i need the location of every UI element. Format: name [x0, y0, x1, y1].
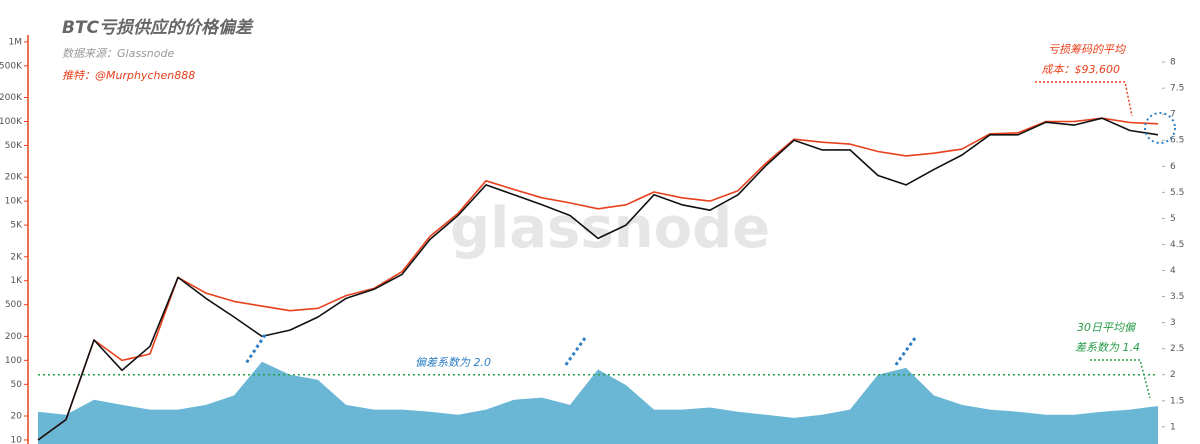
arrows [243, 334, 917, 367]
y-tick-label: 50K [5, 141, 23, 151]
y2-tick-label: 5.5 [1170, 188, 1184, 198]
watermark: glassnode [450, 196, 770, 261]
annotation: 偏差系数为 2.0 [415, 356, 491, 369]
y2-tick-label: 7 [1170, 110, 1176, 120]
annotation: 成本：$93,600 [1042, 63, 1121, 76]
y2-tick-label: 6.5 [1170, 136, 1184, 146]
annotation: 30日平均偏 [1077, 321, 1137, 334]
area [38, 361, 1158, 444]
annotation: 差系数为 1.4 [1075, 341, 1140, 354]
y-tick-label: 5K [10, 221, 23, 231]
y-tick-label: 500 [5, 300, 22, 310]
highlight-circle [1144, 112, 1176, 144]
y2-tick-label: 5 [1170, 214, 1176, 224]
y-tick-label: 500K [0, 61, 23, 71]
y-tick-label: 20K [5, 173, 23, 183]
line [37, 117, 1159, 441]
chart-title: BTC亏损供应的价格偏差 [62, 18, 254, 38]
y2-tick-label: 2 [1170, 370, 1176, 380]
y2-tick-label: 3 [1170, 318, 1176, 328]
annotation: 亏损筹码的平均 [1048, 43, 1127, 56]
y-tick-label: 10K [5, 197, 23, 207]
y-tick-label: 1M [9, 37, 23, 47]
y-tick-label: 50 [11, 380, 23, 390]
y-tick-label: 2K [10, 252, 23, 262]
y-tick-label: 1K [10, 276, 23, 286]
line [37, 117, 1159, 441]
y2-tick-label: 2.5 [1170, 344, 1184, 354]
y2-tick-label: 6 [1170, 162, 1176, 172]
y2-tick-label: 1 [1170, 422, 1176, 432]
y-tick-label: 100K [0, 117, 23, 127]
y-tick-label: 200 [5, 332, 22, 342]
y2-tick-label: 7.5 [1170, 84, 1184, 94]
y2-tick-label: 4.5 [1170, 240, 1184, 250]
y-tick-label: 10 [11, 435, 23, 444]
annotation-arrow [1090, 359, 1151, 399]
plot: 10 20 50 100 200 500 1K 2K 5K 10K 20K 50K 100K 200K 50… [0, 37, 1184, 444]
y-tick-label: 20 [11, 412, 23, 422]
y-tick-label: 200K [0, 93, 23, 103]
y-tick-label: 100 [5, 356, 22, 366]
author: 推特：@Murphychen888 [62, 69, 195, 82]
y2-tick-label: 3.5 [1170, 292, 1184, 302]
subtitle: 数据来源：Glassnode [62, 47, 174, 60]
annotation-arrow [1035, 81, 1133, 117]
y2-tick-label: 8 [1170, 58, 1176, 68]
y2-tick-label: 4 [1170, 266, 1176, 276]
y2-tick-label: 1.5 [1170, 396, 1184, 406]
